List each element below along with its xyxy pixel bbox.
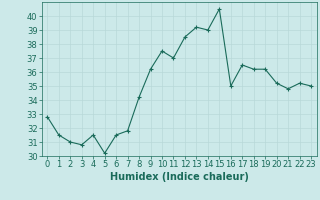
X-axis label: Humidex (Indice chaleur): Humidex (Indice chaleur) bbox=[110, 172, 249, 182]
